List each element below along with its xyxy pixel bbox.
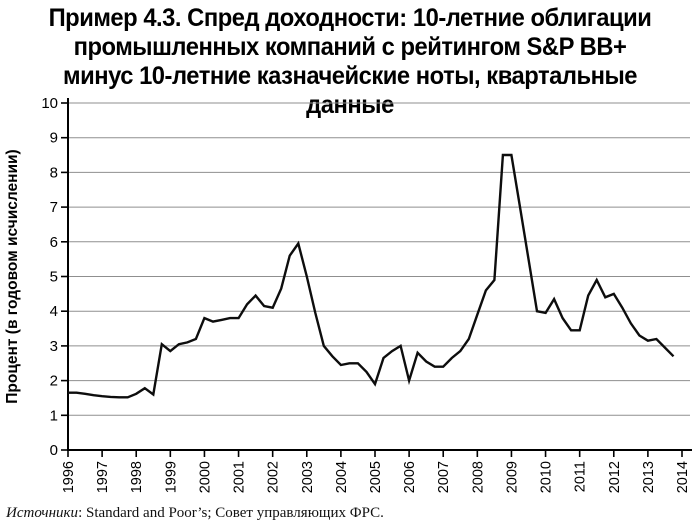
x-axis-ticks [67, 450, 683, 457]
y-tick-label: 6 [50, 234, 58, 251]
y-axis-ticks [61, 102, 68, 451]
x-tick-label: 2004 [334, 461, 350, 493]
y-tick-label: 10 [41, 95, 58, 112]
x-tick-label: 2002 [266, 461, 282, 493]
y-tick-label: 0 [50, 442, 58, 459]
chart-title-line-3: минус 10-летние казначейские ноты, кварт… [62, 62, 638, 119]
y-axis-title: Процент (в годовом исчислении) [4, 149, 21, 403]
y-tick-label: 1 [50, 407, 58, 424]
x-tick-label: 1999 [163, 461, 179, 493]
x-tick-label: 1998 [129, 461, 145, 493]
x-tick-label: 2011 [573, 461, 589, 492]
y-tick-label: 9 [50, 130, 58, 147]
y-tick-label: 7 [50, 199, 58, 216]
source-text: : Standard and Poor’s; Совет управляющих… [78, 505, 384, 521]
y-gridlines [68, 102, 690, 416]
chart-title-line-2: промышленных компаний с рейтингом S&P BB… [73, 33, 627, 61]
x-tick-label: 2008 [470, 461, 486, 493]
x-tick-label: 2010 [539, 461, 555, 493]
y-tick-label: 5 [50, 269, 58, 286]
x-tick-label: 2007 [436, 461, 452, 493]
x-tick-labels: 1996 1997 1998 1999 2000 2001 2002 2003 2004 2005… [61, 461, 691, 493]
x-tick-label: 2001 [232, 461, 248, 493]
y-tick-label: 8 [50, 164, 58, 181]
y-tick-label: 4 [50, 303, 58, 320]
spread-series-line [68, 153, 675, 399]
x-tick-label: 2014 [675, 461, 691, 493]
x-tick-label: 2012 [607, 461, 623, 493]
y-tick-labels: 0 1 2 3 4 5 6 7 8 9 10 [41, 95, 58, 459]
x-tick-label: 2009 [504, 461, 520, 493]
chart-title: Пример 4.3. Спред доходности: 10-летние … [18, 4, 683, 120]
x-tick-label: 1996 [61, 461, 77, 493]
chart-title-line-1: Пример 4.3. Спред доходности: 10-летние … [48, 4, 652, 32]
source-label: Источники [6, 505, 79, 521]
x-tick-label: 2005 [368, 461, 384, 493]
y-tick-label: 2 [50, 373, 58, 390]
x-tick-label: 2013 [641, 461, 657, 493]
x-tick-label: 2006 [402, 461, 418, 493]
y-tick-label: 3 [50, 338, 58, 355]
axes [67, 98, 692, 451]
source-line: Источники: Standard and Poor’s; Совет уп… [6, 505, 696, 522]
x-tick-label: 1997 [95, 461, 111, 493]
x-tick-label: 2003 [300, 461, 316, 493]
x-tick-label: 2000 [197, 461, 213, 493]
